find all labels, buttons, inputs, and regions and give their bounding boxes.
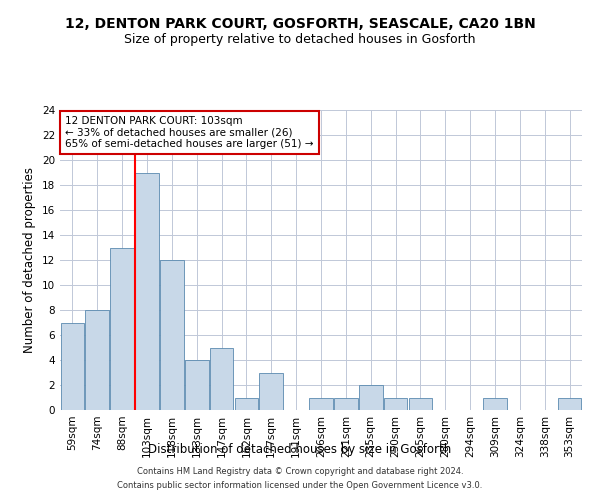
Text: 12 DENTON PARK COURT: 103sqm
← 33% of detached houses are smaller (26)
65% of se: 12 DENTON PARK COURT: 103sqm ← 33% of de…	[65, 116, 314, 149]
Text: 12, DENTON PARK COURT, GOSFORTH, SEASCALE, CA20 1BN: 12, DENTON PARK COURT, GOSFORTH, SEASCAL…	[65, 18, 535, 32]
Bar	[235, 398, 258, 410]
Bar	[309, 398, 333, 410]
Bar	[210, 348, 233, 410]
Bar	[135, 172, 159, 410]
Bar	[483, 398, 507, 410]
Bar	[384, 398, 407, 410]
Bar	[359, 385, 383, 410]
Bar	[334, 398, 358, 410]
Bar	[85, 310, 109, 410]
Text: Distribution of detached houses by size in Gosforth: Distribution of detached houses by size …	[148, 442, 452, 456]
Bar	[185, 360, 209, 410]
Text: Size of property relative to detached houses in Gosforth: Size of property relative to detached ho…	[124, 32, 476, 46]
Text: Contains HM Land Registry data © Crown copyright and database right 2024.: Contains HM Land Registry data © Crown c…	[137, 468, 463, 476]
Bar	[160, 260, 184, 410]
Text: Contains public sector information licensed under the Open Government Licence v3: Contains public sector information licen…	[118, 481, 482, 490]
Bar	[110, 248, 134, 410]
Bar	[259, 372, 283, 410]
Bar	[558, 398, 581, 410]
Y-axis label: Number of detached properties: Number of detached properties	[23, 167, 37, 353]
Bar	[61, 322, 84, 410]
Bar	[409, 398, 432, 410]
